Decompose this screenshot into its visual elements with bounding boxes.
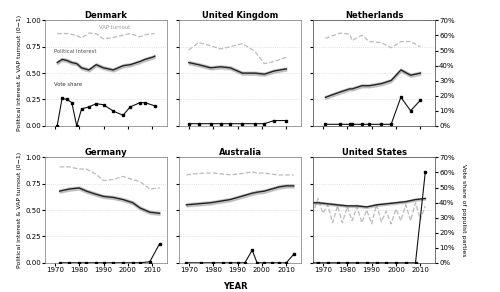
Title: Australia: Australia — [218, 148, 262, 157]
Title: Denmark: Denmark — [84, 11, 128, 20]
Text: VAP turnout: VAP turnout — [98, 25, 130, 30]
Text: YEAR: YEAR — [222, 282, 248, 291]
Text: Political interest: Political interest — [54, 48, 96, 53]
Y-axis label: Political interest & VAP turnout (0−1): Political interest & VAP turnout (0−1) — [18, 152, 22, 268]
Y-axis label: Vote share of populist parties: Vote share of populist parties — [461, 164, 466, 256]
Title: Germany: Germany — [84, 148, 127, 157]
Text: Vote share: Vote share — [54, 82, 82, 87]
Y-axis label: Political interest & VAP turnout (0−1): Political interest & VAP turnout (0−1) — [18, 15, 22, 131]
Title: United Kingdom: United Kingdom — [202, 11, 278, 20]
Title: United States: United States — [342, 148, 406, 157]
Title: Netherlands: Netherlands — [345, 11, 403, 20]
